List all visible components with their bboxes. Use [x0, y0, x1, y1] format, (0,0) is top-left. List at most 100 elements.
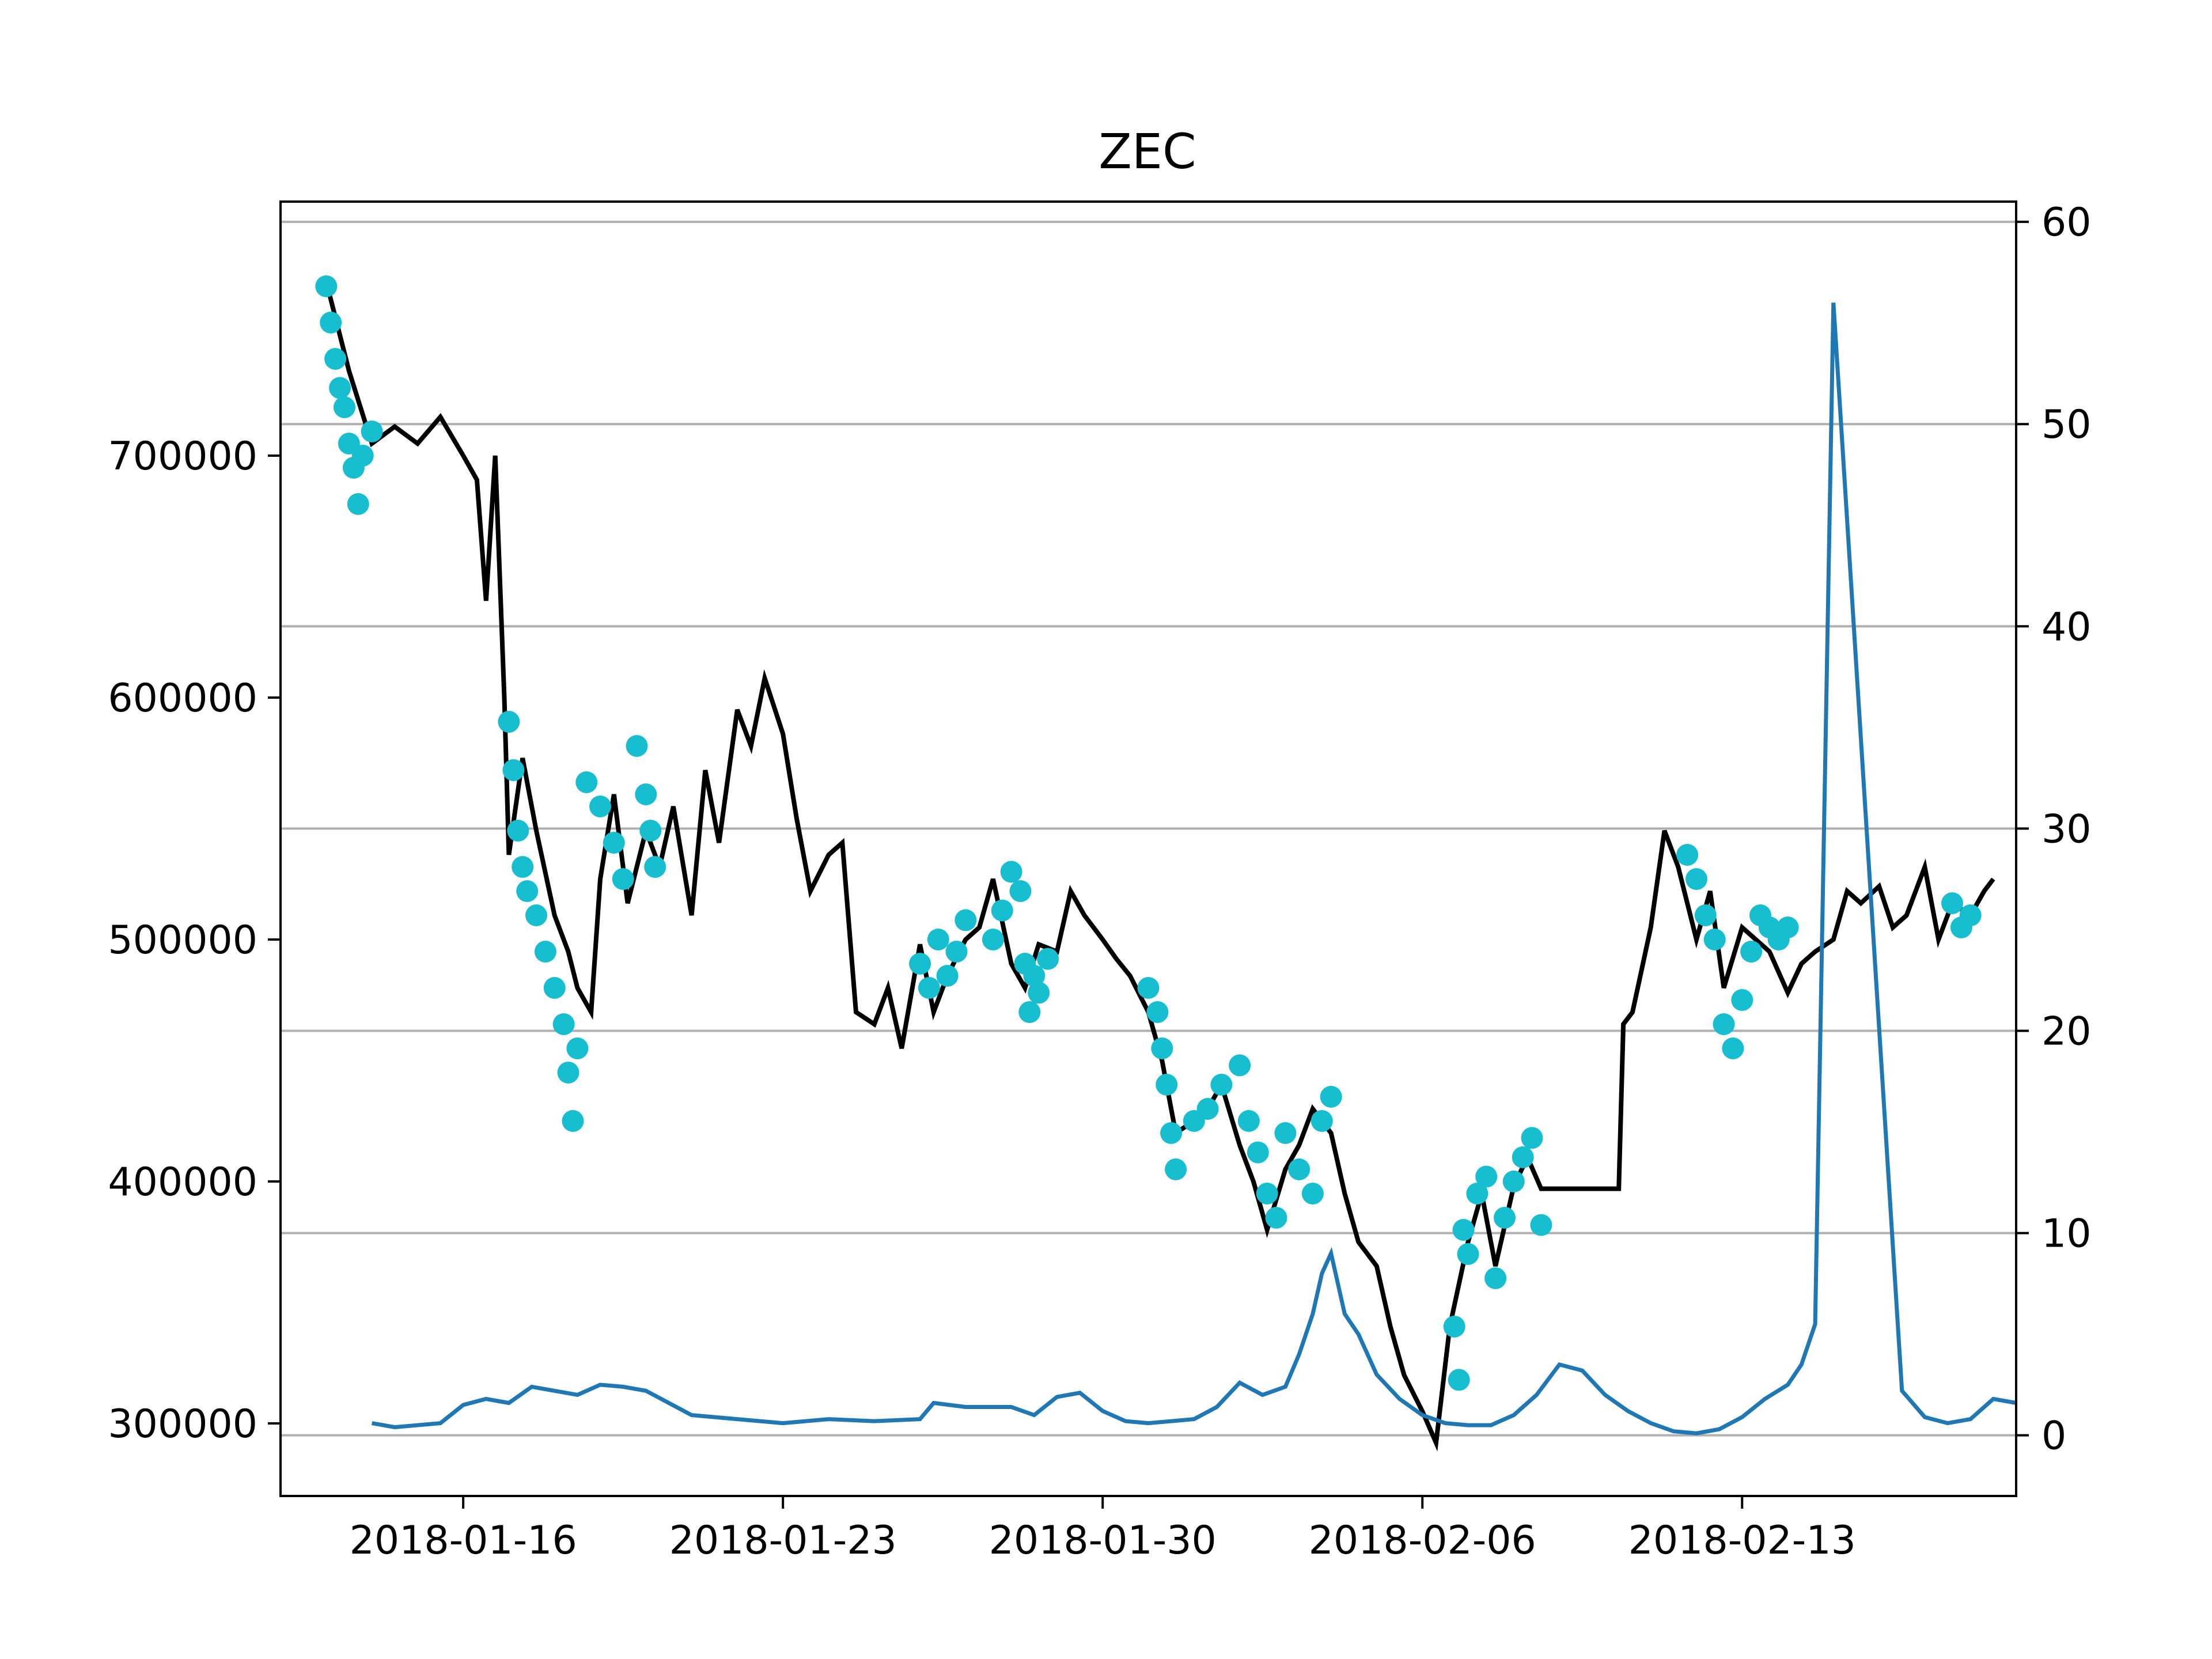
- marker-point: [1028, 982, 1050, 1004]
- chart-title: ZEC: [1099, 123, 1196, 180]
- x-tick-label: 2018-02-06: [1309, 1518, 1536, 1563]
- marker-point: [1000, 861, 1022, 883]
- y-left-tick-label: 500000: [108, 918, 257, 963]
- marker-point: [635, 783, 657, 805]
- marker-point: [1676, 844, 1699, 866]
- marker-point: [1137, 977, 1160, 999]
- x-tick-label: 2018-01-23: [669, 1518, 897, 1563]
- marker-point: [351, 445, 374, 467]
- marker-point: [315, 275, 338, 297]
- marker-point: [347, 493, 369, 515]
- indicator-line: [371, 302, 2017, 1435]
- marker-point: [936, 965, 959, 987]
- x-tick-label: 2018-02-13: [1628, 1518, 1856, 1563]
- marker-point: [626, 735, 648, 757]
- x-tick-label: 2018-01-16: [350, 1518, 577, 1563]
- y-left-tick-label: 600000: [108, 676, 257, 721]
- marker-point: [324, 348, 347, 370]
- y-left-tick-label: 300000: [108, 1402, 257, 1447]
- y-axis-left: 300000 400000 500000 600000 700000: [108, 434, 281, 1447]
- y-left-tick-label: 400000: [108, 1160, 257, 1205]
- marker-point: [502, 759, 525, 781]
- marker-point: [1210, 1074, 1233, 1096]
- marker-point: [1229, 1054, 1251, 1077]
- marker-point: [1722, 1037, 1744, 1059]
- marker-point: [1037, 948, 1059, 970]
- marker-point: [1521, 1127, 1543, 1149]
- marker-point: [320, 312, 342, 334]
- marker-point: [1146, 1001, 1169, 1023]
- marker-point: [918, 977, 940, 999]
- marker-point: [566, 1037, 589, 1059]
- marker-point: [1023, 965, 1046, 987]
- marker-point: [1274, 1122, 1297, 1144]
- marker-point: [1265, 1207, 1287, 1229]
- marker-point: [603, 832, 625, 854]
- marker-point: [1777, 916, 1799, 938]
- marker-point: [334, 396, 355, 418]
- marker-point: [1301, 1183, 1324, 1205]
- marker-point: [991, 899, 1013, 922]
- marker-point: [1443, 1316, 1465, 1338]
- y-right-tick-label: 10: [2041, 1211, 2092, 1257]
- marker-point: [543, 977, 566, 999]
- marker-point: [1320, 1086, 1342, 1108]
- marker-point: [1009, 880, 1032, 902]
- marker-point: [1731, 989, 1753, 1011]
- marker-point: [1256, 1183, 1278, 1205]
- y-left-tick-label: 700000: [108, 434, 257, 479]
- marker-point: [1512, 1146, 1534, 1168]
- marker-point: [1475, 1165, 1498, 1188]
- marker-point: [1713, 1013, 1735, 1035]
- marker-point: [909, 953, 931, 975]
- marker-point: [1448, 1369, 1470, 1391]
- marker-point: [498, 711, 520, 733]
- y-right-tick-label: 50: [2041, 402, 2092, 448]
- marker-point: [589, 796, 611, 817]
- marker-point: [955, 909, 977, 931]
- marker-point: [1703, 929, 1726, 950]
- marker-point: [552, 1013, 575, 1035]
- x-axis: 2018-01-16 2018-01-23 2018-01-30 2018-02-06…: [350, 1496, 1856, 1563]
- marker-point: [1959, 904, 1982, 926]
- marker-point: [1452, 1219, 1475, 1241]
- marker-point: [1502, 1171, 1525, 1192]
- marker-point: [1018, 1001, 1041, 1023]
- y-right-tick-label: 30: [2041, 806, 2092, 852]
- marker-point: [1685, 868, 1707, 890]
- y-right-tick-label: 0: [2041, 1414, 2066, 1459]
- marker-point: [1160, 1122, 1183, 1144]
- axes-frame: [279, 200, 2017, 1497]
- marker-point: [1156, 1074, 1178, 1096]
- marker-point: [1694, 904, 1717, 926]
- marker-point: [1530, 1214, 1552, 1236]
- marker-point: [612, 868, 634, 890]
- marker-point: [1237, 1110, 1260, 1132]
- y-axis-right: 0 10 20 30 40 50 60: [2016, 200, 2092, 1459]
- marker-point: [534, 941, 556, 963]
- marker-point: [644, 856, 666, 878]
- marker-point: [927, 929, 949, 950]
- marker-point: [1151, 1037, 1173, 1059]
- marker-series: [315, 275, 1982, 1391]
- marker-point: [1941, 892, 1963, 914]
- marker-point: [1457, 1243, 1479, 1265]
- price-line: [324, 281, 1995, 1452]
- marker-point: [507, 820, 529, 842]
- marker-point: [1196, 1098, 1219, 1120]
- marker-point: [982, 929, 1004, 950]
- marker-point: [575, 771, 598, 793]
- y-right-tick-label: 40: [2041, 604, 2092, 650]
- marker-point: [1247, 1141, 1269, 1164]
- marker-point: [525, 904, 547, 926]
- marker-point: [1494, 1207, 1516, 1229]
- marker-point: [639, 820, 662, 842]
- marker-point: [1466, 1183, 1488, 1205]
- marker-point: [329, 377, 351, 399]
- marker-point: [1288, 1158, 1310, 1180]
- marker-point: [1740, 941, 1763, 963]
- marker-point: [557, 1062, 579, 1084]
- marker-point: [1310, 1110, 1333, 1132]
- plot-area: [315, 275, 2017, 1452]
